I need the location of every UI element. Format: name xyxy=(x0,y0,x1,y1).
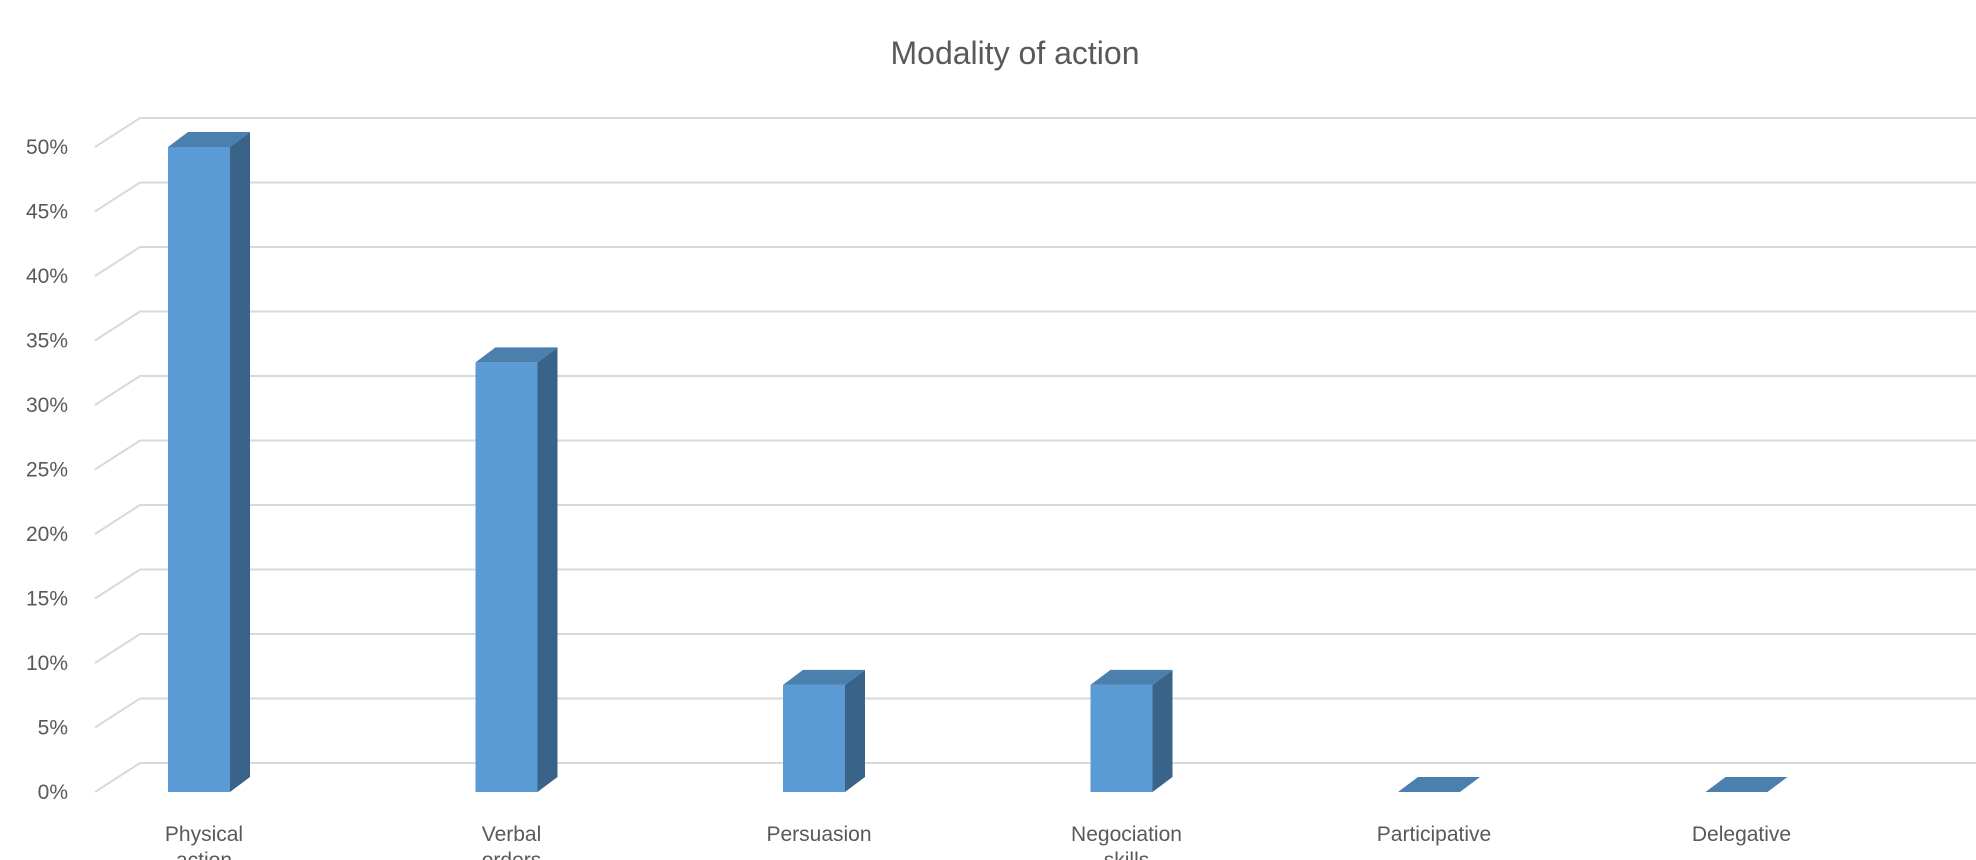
y-tick-label: 25% xyxy=(26,459,68,482)
x-category-label: Delegative xyxy=(1692,823,1791,846)
x-category-label: Persuasion xyxy=(766,823,871,846)
bar xyxy=(1090,669,1173,792)
gridline xyxy=(94,568,1976,600)
gridline xyxy=(94,439,1976,471)
x-category-label: Participative xyxy=(1377,823,1491,846)
bar xyxy=(168,132,250,792)
gridline xyxy=(94,762,1976,793)
bar xyxy=(475,347,558,792)
gridline xyxy=(94,181,1976,213)
gridline xyxy=(94,375,1976,406)
gridline xyxy=(94,697,1976,729)
x-category-label: Negociationskills xyxy=(1071,823,1182,860)
y-tick-label: 35% xyxy=(26,330,68,353)
gridline xyxy=(94,504,1976,535)
bars xyxy=(168,132,1788,792)
x-category-label: Physicalaction xyxy=(165,823,243,860)
y-tick-label: 5% xyxy=(38,717,68,740)
chart-title: Modality of action xyxy=(890,35,1139,71)
y-tick-label: 40% xyxy=(26,265,68,288)
y-tick-label: 0% xyxy=(38,781,68,804)
x-category-label: Verbalorders xyxy=(482,823,542,860)
gridlines xyxy=(94,117,1976,793)
y-axis-ticks: 0% 5% 10% 15% 20% 25% 30% 35% 40% 45% 50% xyxy=(26,136,68,804)
y-tick-label: 20% xyxy=(26,523,68,546)
y-tick-label: 10% xyxy=(26,652,68,675)
y-tick-label: 50% xyxy=(26,136,68,159)
y-tick-label: 45% xyxy=(26,201,68,224)
bar xyxy=(783,669,865,792)
gridline xyxy=(94,310,1976,342)
bar xyxy=(1398,777,1480,792)
x-axis-labels: Physicalaction Verbalorders Persuasion Nego… xyxy=(165,823,1791,860)
y-tick-label: 15% xyxy=(26,588,68,611)
gridline xyxy=(94,117,1976,148)
bar xyxy=(1705,777,1788,792)
gridline xyxy=(94,246,1976,277)
gridline xyxy=(94,633,1976,664)
y-tick-label: 30% xyxy=(26,394,68,417)
